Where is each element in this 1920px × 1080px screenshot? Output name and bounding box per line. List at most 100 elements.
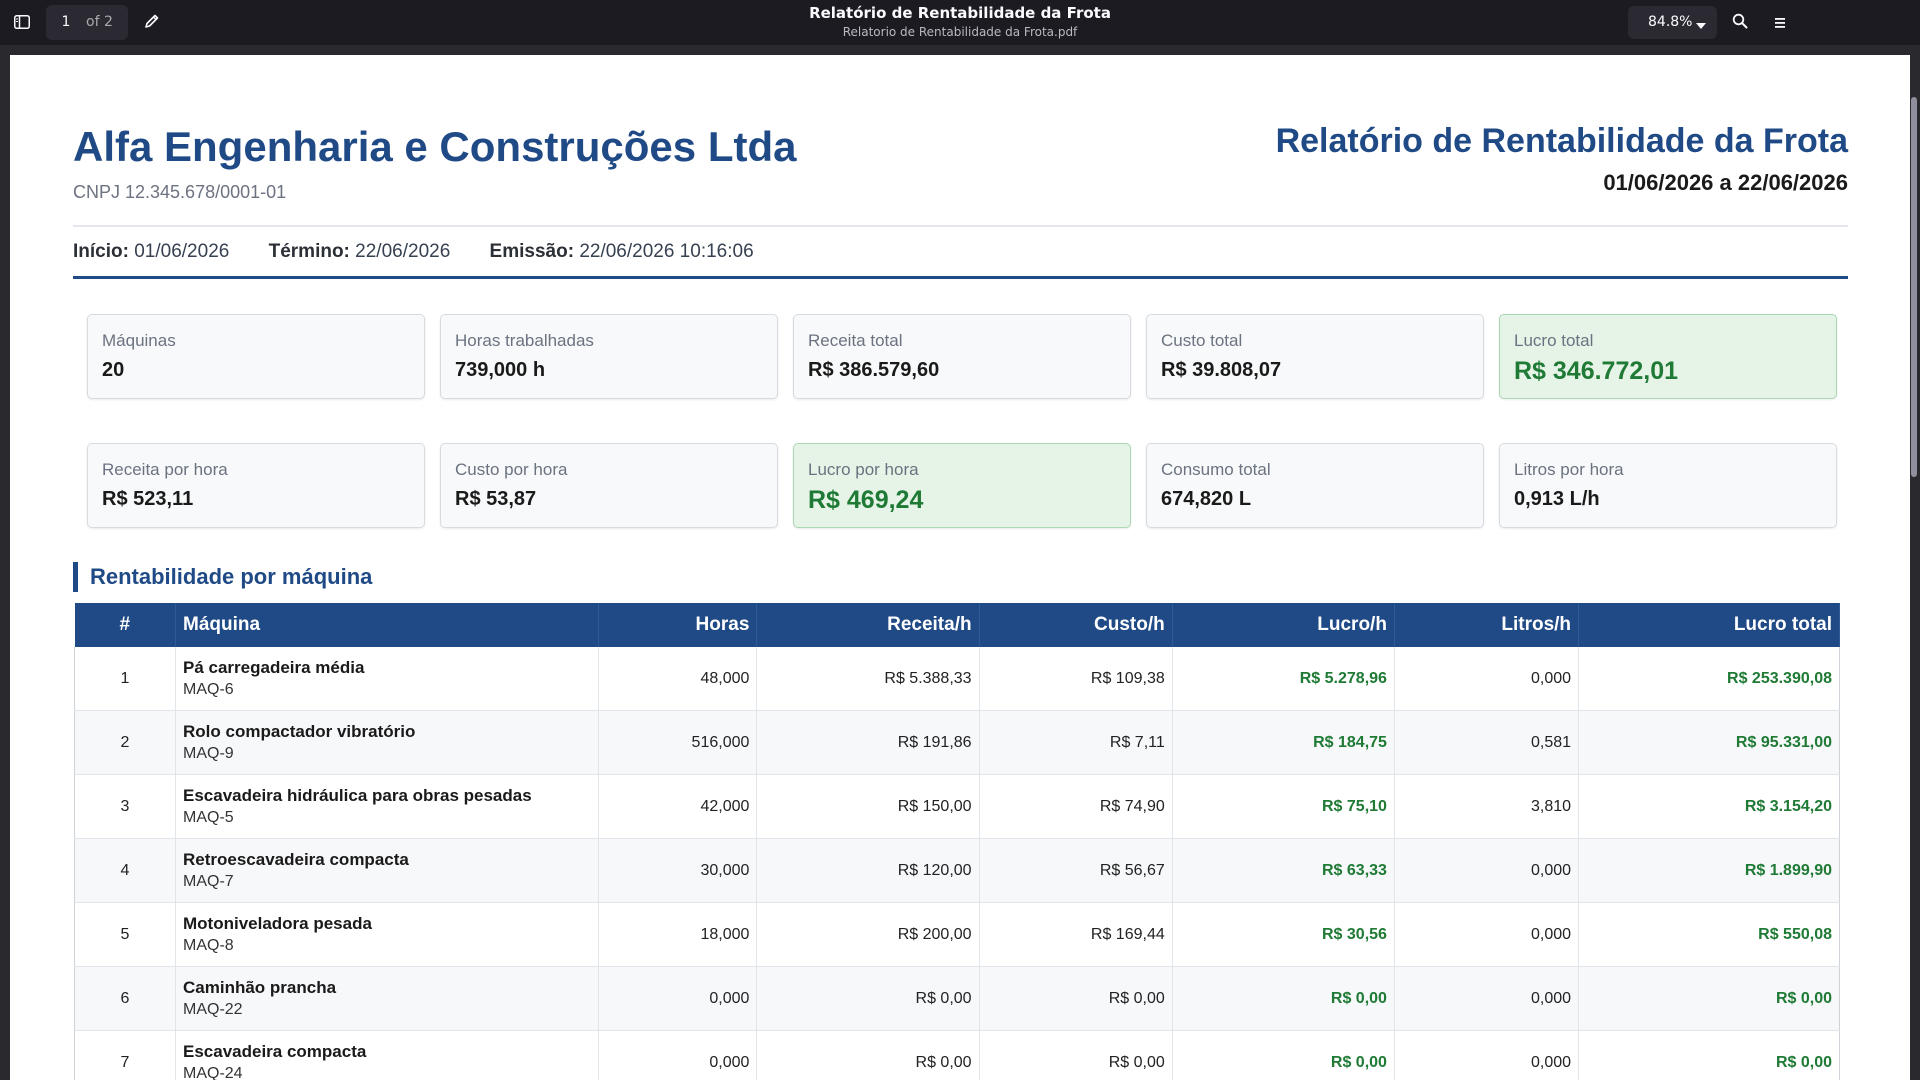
table-row: 2 Rolo compactador vibratório MAQ-9 516,0… bbox=[74, 710, 1840, 775]
annotate-button[interactable] bbox=[136, 7, 168, 39]
cell-revenue-per-hour: R$ 5.388,33 bbox=[756, 647, 980, 711]
chevron-down-icon bbox=[1696, 18, 1706, 34]
hamburger-menu-icon bbox=[1773, 14, 1787, 33]
document-title: Relatório de Rentabilidade da Frota bbox=[809, 4, 1111, 22]
search-icon bbox=[1732, 13, 1748, 33]
cell-revenue-per-hour: R$ 150,00 bbox=[756, 774, 980, 839]
search-button[interactable] bbox=[1724, 7, 1756, 39]
machine-name: Retroescavadeira compacta bbox=[183, 850, 409, 869]
machine-name: Caminhão prancha bbox=[183, 978, 337, 997]
cell-total-profit: R$ 253.390,08 bbox=[1578, 647, 1840, 711]
cell-hours: 42,000 bbox=[597, 774, 757, 839]
cell-profit-per-hour: R$ 184,75 bbox=[1171, 710, 1395, 775]
cell-hours: 0,000 bbox=[597, 966, 757, 1031]
cell-cost-per-hour: R$ 56,67 bbox=[978, 838, 1173, 903]
meta-issued: Emissão: 22/06/2026 10:16:06 bbox=[489, 241, 754, 262]
cell-liters-per-hour: 0,000 bbox=[1393, 902, 1579, 967]
cell-revenue-per-hour: R$ 0,00 bbox=[756, 966, 980, 1031]
cell-hours: 516,000 bbox=[597, 710, 757, 775]
cell-hours: 30,000 bbox=[597, 838, 757, 903]
page-number-box: 1 of 2 bbox=[46, 5, 128, 40]
table-row: 6 Caminhão prancha MAQ-22 0,000 R$ 0,00 R… bbox=[74, 966, 1840, 1031]
pen-icon bbox=[144, 13, 160, 33]
card-label: Litros por hora bbox=[1514, 460, 1624, 479]
card-label: Horas trabalhadas bbox=[455, 331, 594, 350]
meta-end: Término: 22/06/2026 bbox=[268, 241, 451, 262]
card-maquinas: Máquinas 20 bbox=[87, 314, 425, 399]
cell-number: 5 bbox=[74, 902, 176, 967]
card-label: Receita total bbox=[808, 331, 903, 350]
table-row: 4 Retroescavadeira compacta MAQ-7 30,000 … bbox=[74, 838, 1840, 903]
summary-cards-row-2: Receita por hora R$ 523,11 Custo por hor… bbox=[87, 443, 1839, 528]
card-lucro-por-hora: Lucro por hora R$ 469,24 bbox=[793, 443, 1131, 528]
card-label: Custo total bbox=[1161, 331, 1243, 350]
cell-machine: Escavadeira compacta MAQ-24 bbox=[175, 1030, 599, 1080]
page-number-input[interactable]: 1 bbox=[61, 14, 71, 30]
report-period: 01/06/2026 a 22/06/2026 bbox=[1603, 170, 1848, 195]
cell-number: 4 bbox=[74, 838, 176, 903]
card-label: Receita por hora bbox=[102, 460, 228, 479]
company-name: Alfa Engenharia e Construções Ltda bbox=[73, 123, 797, 170]
zoom-select[interactable]: 84.8% bbox=[1628, 6, 1717, 39]
cell-number: 7 bbox=[74, 1030, 176, 1080]
cell-revenue-per-hour: R$ 0,00 bbox=[756, 1030, 980, 1080]
cell-machine: Rolo compactador vibratório MAQ-9 bbox=[175, 710, 599, 775]
column-header-total-profit: Lucro total bbox=[1578, 603, 1840, 647]
machine-code: MAQ-8 bbox=[183, 937, 234, 954]
cell-liters-per-hour: 3,810 bbox=[1393, 774, 1579, 839]
section-title: Rentabilidade por máquina bbox=[90, 564, 373, 589]
cell-hours: 48,000 bbox=[597, 647, 757, 711]
sidebar-toggle-button[interactable] bbox=[6, 7, 38, 39]
cell-revenue-per-hour: R$ 120,00 bbox=[756, 838, 980, 903]
scrollbar-thumb[interactable] bbox=[1911, 97, 1917, 477]
card-lucro-total: Lucro total R$ 346.772,01 bbox=[1499, 314, 1837, 399]
cell-number: 2 bbox=[74, 710, 176, 775]
cell-cost-per-hour: R$ 0,00 bbox=[978, 966, 1173, 1031]
table-row: 5 Motoniveladora pesada MAQ-8 18,000 R$ 2… bbox=[74, 902, 1840, 967]
cell-cost-per-hour: R$ 0,00 bbox=[978, 1030, 1173, 1080]
card-value: 674,820 L bbox=[1161, 488, 1252, 510]
cell-cost-per-hour: R$ 109,38 bbox=[978, 647, 1173, 711]
page-count-label: of 2 bbox=[86, 14, 113, 30]
machine-code: MAQ-6 bbox=[183, 681, 234, 698]
table-row: 3 Escavadeira hidráulica para obras pesa… bbox=[74, 774, 1840, 839]
cell-liters-per-hour: 0,000 bbox=[1393, 647, 1579, 711]
cell-profit-per-hour: R$ 0,00 bbox=[1171, 1030, 1395, 1080]
table-header-row: # Máquina Horas Receita/h Custo/h Lucro/… bbox=[74, 603, 1840, 647]
report-meta: Início: 01/06/2026 Término: 22/06/2026 E… bbox=[73, 241, 788, 263]
card-label: Consumo total bbox=[1161, 460, 1271, 479]
cell-liters-per-hour: 0,581 bbox=[1393, 710, 1579, 775]
column-header-cost-per-hour: Custo/h bbox=[979, 603, 1173, 647]
cell-cost-per-hour: R$ 74,90 bbox=[978, 774, 1173, 839]
cell-total-profit: R$ 1.899,90 bbox=[1578, 838, 1840, 903]
pdf-viewer-toolbar: 1 of 2 Relatório de Rentabilidade da Fro… bbox=[0, 0, 1920, 45]
cell-profit-per-hour: R$ 5.278,96 bbox=[1171, 647, 1395, 711]
company-cnpj: CNPJ 12.345.678/0001-01 bbox=[73, 182, 287, 202]
cell-total-profit: R$ 95.331,00 bbox=[1578, 710, 1840, 775]
card-litros-por-hora: Litros por hora 0,913 L/h bbox=[1499, 443, 1837, 528]
cell-profit-per-hour: R$ 30,56 bbox=[1171, 902, 1395, 967]
card-value: R$ 346.772,01 bbox=[1514, 357, 1679, 385]
machine-code: MAQ-24 bbox=[183, 1065, 243, 1080]
card-value: R$ 39.808,07 bbox=[1161, 359, 1282, 381]
card-value: R$ 469,24 bbox=[808, 486, 924, 514]
card-custo-por-hora: Custo por hora R$ 53,87 bbox=[440, 443, 778, 528]
card-consumo-total: Consumo total 674,820 L bbox=[1146, 443, 1484, 528]
machine-code: MAQ-7 bbox=[183, 873, 234, 890]
card-label: Lucro total bbox=[1514, 331, 1594, 350]
machine-name: Escavadeira compacta bbox=[183, 1042, 367, 1061]
header-divider bbox=[73, 225, 1848, 227]
cell-number: 6 bbox=[74, 966, 176, 1031]
sidebar-toggle-icon bbox=[14, 14, 30, 33]
cell-cost-per-hour: R$ 7,11 bbox=[978, 710, 1173, 775]
report-title: Relatório de Rentabilidade da Frota bbox=[1275, 122, 1848, 160]
menu-button[interactable] bbox=[1764, 7, 1796, 39]
column-header-profit-per-hour: Lucro/h bbox=[1172, 603, 1395, 647]
column-header-hours: Horas bbox=[598, 603, 758, 647]
table-row: 1 Pá carregadeira média MAQ-6 48,000 R$ 5… bbox=[74, 647, 1840, 711]
cell-profit-per-hour: R$ 75,10 bbox=[1171, 774, 1395, 839]
cell-revenue-per-hour: R$ 200,00 bbox=[756, 902, 980, 967]
card-label: Máquinas bbox=[102, 331, 176, 350]
machine-name: Motoniveladora pesada bbox=[183, 914, 372, 933]
card-value: 20 bbox=[102, 359, 125, 381]
